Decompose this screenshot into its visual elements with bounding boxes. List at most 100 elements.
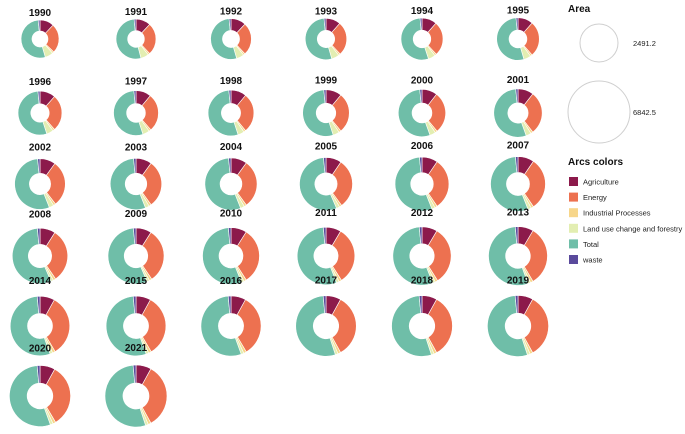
arc-waste — [133, 18, 137, 31]
donut-2007: 2007 — [490, 141, 546, 212]
arc-total — [17, 90, 48, 136]
year-label: 2011 — [315, 208, 337, 219]
arc-total — [109, 158, 146, 210]
donut-1990: 1990 — [20, 8, 60, 59]
arc-waste — [228, 157, 232, 174]
arc-total — [200, 295, 242, 357]
legend-swatch — [569, 177, 578, 186]
arc-waste — [228, 89, 232, 104]
year-label: 2004 — [220, 142, 243, 153]
donut-1996: 1996 — [17, 77, 63, 136]
donut-1991: 1991 — [115, 7, 157, 60]
arc-waste — [133, 90, 137, 104]
arc-total — [9, 296, 51, 357]
arc-waste — [419, 17, 423, 31]
arc-waste — [323, 89, 327, 104]
donut-2018: 2018 — [391, 276, 453, 357]
year-label: 2002 — [29, 143, 52, 154]
arc-total — [105, 295, 147, 357]
donut-1999: 1999 — [302, 76, 350, 137]
arc-total — [488, 226, 529, 286]
donut-2015: 2015 — [105, 276, 167, 357]
arc-energy — [523, 230, 548, 282]
year-label: 2009 — [125, 209, 148, 220]
year-label: 2020 — [29, 343, 52, 354]
year-label: 1993 — [315, 6, 338, 17]
legend-swatch — [569, 208, 578, 218]
arc-total — [296, 226, 337, 286]
year-label: 1996 — [29, 77, 52, 88]
arc-waste — [132, 364, 137, 384]
donut-2005: 2005 — [299, 141, 353, 211]
arc-energy — [523, 298, 549, 354]
arc-total — [104, 364, 146, 428]
donut-2010: 2010 — [202, 209, 260, 285]
arc-energy — [141, 368, 168, 424]
legend-item-energy: Energy — [569, 192, 607, 202]
year-label: 2013 — [507, 208, 530, 219]
arc-waste — [418, 226, 423, 245]
legend-label: waste — [582, 256, 603, 265]
year-label: 2010 — [220, 209, 243, 220]
year-label: 2008 — [29, 209, 52, 220]
donut-2004: 2004 — [204, 142, 258, 211]
arc-total — [210, 18, 238, 60]
donut-2014: 2014 — [9, 276, 71, 357]
arc-waste — [133, 227, 137, 245]
arc-waste — [514, 226, 519, 245]
legend-swatch — [569, 223, 578, 233]
year-label: 2007 — [507, 141, 530, 152]
arc-total — [305, 18, 333, 60]
year-label: 2019 — [507, 275, 530, 286]
arc-total — [9, 365, 51, 427]
arc-waste — [37, 227, 41, 245]
legend-item-total: Total — [569, 239, 599, 249]
arc-total — [202, 227, 242, 285]
legend-label: Agriculture — [583, 178, 619, 187]
legend-item-waste: waste — [569, 255, 603, 265]
arc-waste — [37, 19, 41, 32]
arc-total — [20, 19, 46, 59]
year-label: 2000 — [411, 75, 434, 86]
donut-2016: 2016 — [200, 276, 262, 357]
arc-energy — [524, 160, 546, 208]
arc-waste — [514, 295, 519, 314]
legend-item-land-use-change-and-forestry: Land use change and forestry — [569, 223, 682, 233]
year-label: 2017 — [315, 276, 338, 287]
arc-total — [400, 17, 429, 61]
donut-2006: 2006 — [394, 141, 450, 212]
year-label: 2014 — [29, 276, 52, 287]
year-label: 2016 — [220, 276, 243, 287]
arc-waste — [419, 89, 423, 104]
size-legend-title: Area — [568, 4, 591, 15]
donut-1998: 1998 — [207, 76, 255, 137]
size-legend-small-circle — [579, 23, 619, 63]
arc-total — [12, 228, 52, 284]
year-label: 2012 — [411, 208, 434, 219]
legend-swatch — [569, 255, 578, 264]
donut-2008: 2008 — [12, 209, 68, 284]
arc-energy — [427, 298, 453, 354]
donut-1992: 1992 — [210, 7, 252, 60]
year-label: 1999 — [315, 76, 338, 87]
arc-total — [398, 89, 431, 137]
legend-label: Land use change and forestry — [583, 224, 682, 233]
arc-energy — [331, 230, 356, 281]
donut-2001: 2001 — [493, 75, 543, 138]
arc-waste — [36, 365, 41, 384]
donut-1995: 1995 — [496, 6, 540, 61]
legend-label: Total — [583, 240, 599, 249]
year-label: 1995 — [507, 6, 530, 17]
donut-2019: 2019 — [487, 275, 549, 357]
year-label: 2001 — [507, 75, 530, 86]
arc-total — [113, 90, 144, 136]
size-legend: Area 2491.2 6842.5 — [567, 4, 656, 144]
donut-2017: 2017 — [295, 276, 357, 357]
donut-2012: 2012 — [392, 208, 452, 286]
donut-2002: 2002 — [14, 143, 66, 210]
arc-waste — [515, 156, 519, 173]
arc-total — [115, 18, 142, 60]
legend-label: Industrial Processes — [583, 209, 651, 218]
arc-legend-title: Arcs colors — [568, 157, 623, 168]
